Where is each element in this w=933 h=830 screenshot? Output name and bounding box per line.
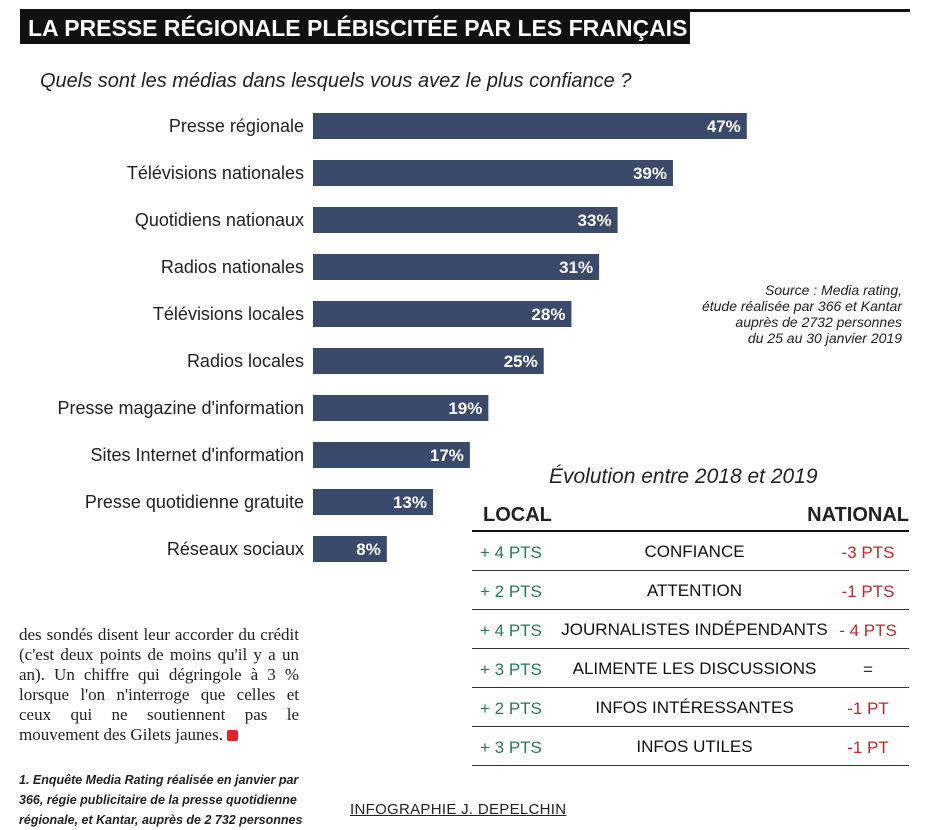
national-change: -1 PTS [841,582,895,601]
bar [313,113,747,139]
category-label: Presse magazine d'information [57,398,304,418]
footnote: 1. Enquête Media Rating réalisée en janv… [19,773,303,827]
local-change: + 3 PTS [480,660,542,679]
bar [313,254,600,280]
article-text: des sondés disent leur accorder du crédi… [19,625,299,745]
category-label: Radios locales [187,351,304,371]
bar [313,489,433,515]
criterion-label: ATTENTION [646,581,743,600]
national-change: -1 PT [847,699,889,718]
local-change: + 2 PTS [480,582,542,601]
article-body: des sondés disent leur accorder du crédi… [19,625,299,744]
evolution-header: LOCAL NATIONAL [472,500,909,532]
category-label: Radios nationales [161,257,304,277]
criterion-label: JOURNALISTES INDÉPENDANTS [561,620,828,639]
source-line: Source : Media rating, [765,282,902,298]
credit-line: INFOGRAPHIE J. DEPELCHIN [350,801,567,818]
national-change: -1 PT [847,738,889,757]
bar [313,442,470,468]
evolution-title: Évolution entre 2018 et 2019 [549,465,818,488]
national-change: - 4 PTS [839,621,897,640]
source-line: étude réalisée par 366 et Kantar [701,298,902,314]
page-title: LA PRESSE RÉGIONALE PLÉBISCITÉE PAR LES … [20,12,690,44]
bar [313,301,572,327]
criterion-label: ALIMENTE LES DISCUSSIONS [572,659,817,678]
national-change: = [863,660,873,679]
bar [313,536,387,562]
category-label: Presse régionale [169,116,304,136]
evolution-row: + 2 PTS INFOS INTÉRESSANTES -1 PT [472,688,909,727]
bar-chart: Presse régionale 47% Télévisions nationale… [57,113,747,562]
evolution-table: LOCAL NATIONAL + 4 PTS CONFIANCE -3 PTS … [472,500,909,766]
value-label: 47% [707,117,741,136]
evolution-row: + 4 PTS CONFIANCE -3 PTS [472,532,909,571]
end-mark-icon [226,730,238,741]
value-label: 17% [430,446,464,465]
local-change: + 3 PTS [480,738,542,757]
evolution-row: + 4 PTS JOURNALISTES INDÉPENDANTS - 4 PT… [472,610,909,649]
bar [313,207,618,233]
category-label: Quotidiens nationaux [135,210,304,230]
chart-question: Quels sont les médias dans lesquels vous… [40,70,632,92]
source-line: du 25 au 30 janvier 2019 [747,330,902,346]
value-label: 28% [531,305,565,324]
local-change: + 2 PTS [480,699,542,718]
value-label: 39% [633,164,667,183]
national-header: NATIONAL [807,504,909,526]
value-label: 31% [559,258,593,277]
value-label: 8% [356,540,381,559]
criterion-label: CONFIANCE [644,542,745,561]
value-label: 13% [393,493,427,512]
evolution-row: + 2 PTS ATTENTION -1 PTS [472,571,909,610]
evolution-row: + 3 PTS ALIMENTE LES DISCUSSIONS = [472,649,909,688]
source-note: Source : Media rating, étude réalisée pa… [602,282,902,346]
category-label: Télévisions locales [153,304,304,324]
top-rule [20,9,910,12]
criterion-label: INFOS UTILES [636,737,753,756]
category-label: Télévisions nationales [127,163,304,183]
category-label: Réseaux sociaux [167,539,304,559]
local-change: + 4 PTS [480,543,542,562]
criterion-label: INFOS INTÉRESSANTES [595,698,794,717]
evolution-row: + 3 PTS INFOS UTILES -1 PT [472,727,909,766]
bar [313,395,489,421]
bar [313,348,544,374]
national-change: -3 PTS [841,543,895,562]
category-label: Presse quotidienne gratuite [85,492,304,512]
value-label: 19% [448,399,482,418]
value-label: 33% [578,211,612,230]
local-header: LOCAL [483,504,552,526]
source-line: auprès de 2732 personnes [735,314,902,330]
bar [313,160,673,186]
local-change: + 4 PTS [480,621,542,640]
value-label: 25% [504,352,538,371]
category-label: Sites Internet d'information [90,445,304,465]
